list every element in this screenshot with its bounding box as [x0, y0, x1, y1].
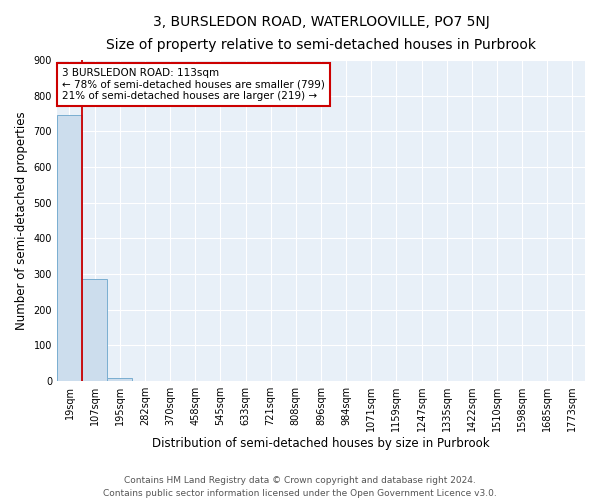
Text: 3 BURSLEDON ROAD: 113sqm
← 78% of semi-detached houses are smaller (799)
21% of : 3 BURSLEDON ROAD: 113sqm ← 78% of semi-d…	[62, 68, 325, 101]
X-axis label: Distribution of semi-detached houses by size in Purbrook: Distribution of semi-detached houses by …	[152, 437, 490, 450]
Title: 3, BURSLEDON ROAD, WATERLOOVILLE, PO7 5NJ
Size of property relative to semi-deta: 3, BURSLEDON ROAD, WATERLOOVILLE, PO7 5N…	[106, 15, 536, 52]
Y-axis label: Number of semi-detached properties: Number of semi-detached properties	[15, 111, 28, 330]
Bar	[82, 280, 107, 381]
Text: Contains HM Land Registry data © Crown copyright and database right 2024.
Contai: Contains HM Land Registry data © Crown c…	[103, 476, 497, 498]
Bar	[57, 115, 82, 381]
Bar	[107, 378, 133, 381]
